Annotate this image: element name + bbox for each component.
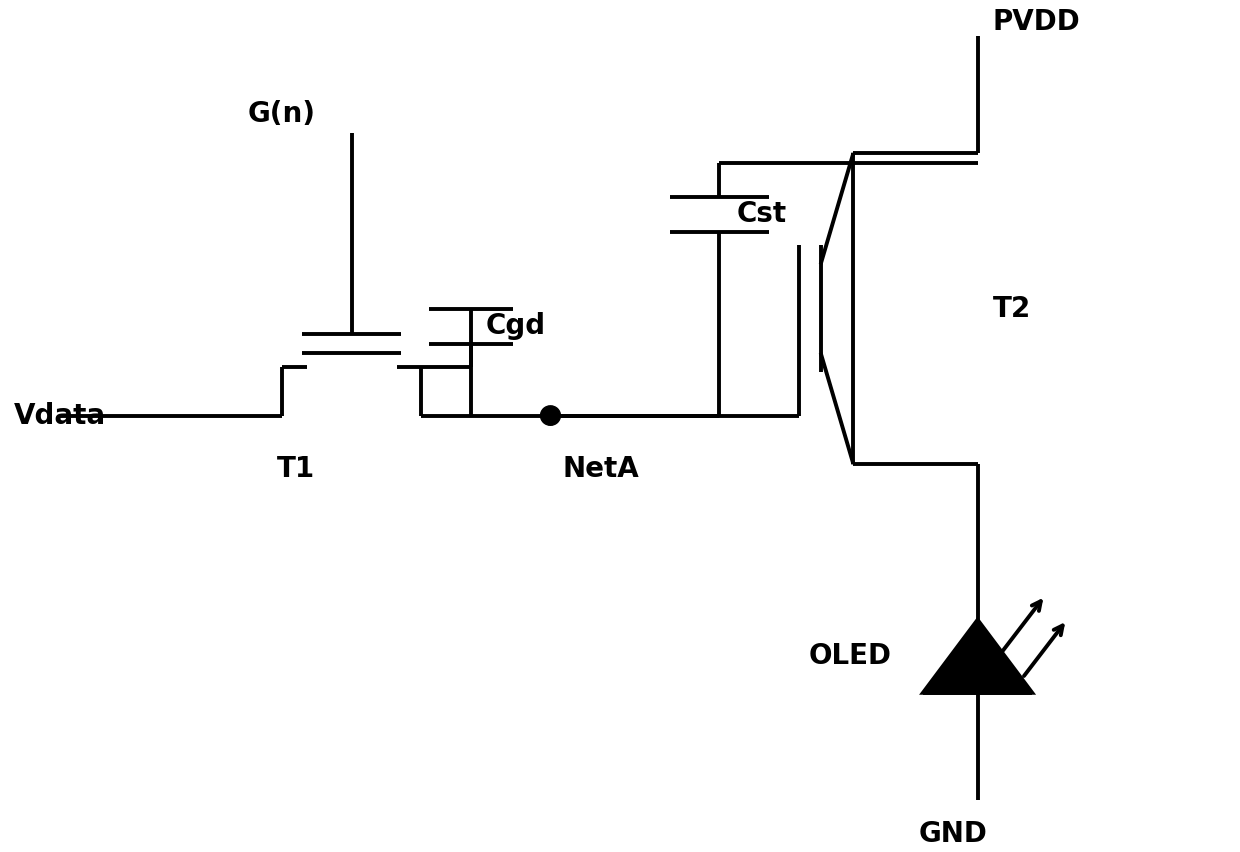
Circle shape (541, 406, 560, 425)
Text: Vdata: Vdata (14, 401, 107, 429)
Text: G(n): G(n) (248, 100, 315, 128)
Text: GND: GND (919, 820, 987, 848)
Polygon shape (923, 620, 1032, 693)
Text: T1: T1 (278, 455, 315, 483)
Text: T2: T2 (992, 295, 1030, 323)
Text: PVDD: PVDD (992, 8, 1080, 36)
Text: Cgd: Cgd (486, 312, 546, 340)
Text: Cst: Cst (737, 200, 786, 228)
Text: OLED: OLED (808, 642, 892, 671)
Text: NetA: NetA (563, 455, 639, 483)
